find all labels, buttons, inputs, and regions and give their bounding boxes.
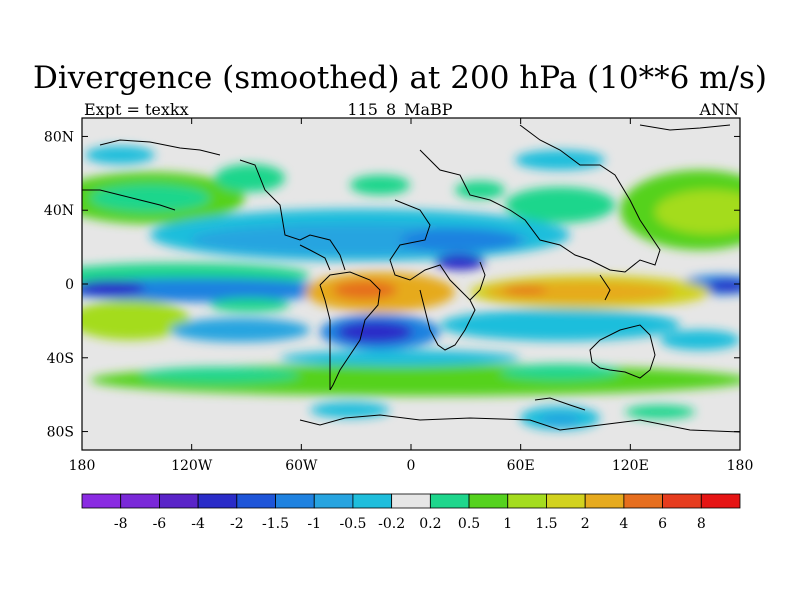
divergence-southern-track-west <box>140 367 300 383</box>
divergence-middle-east-spot <box>455 181 505 199</box>
coastline-central-america <box>299 244 331 271</box>
colorbar-swatch <box>584 493 625 509</box>
colorbar-swatch <box>468 493 509 509</box>
colorbar-swatch <box>120 493 160 509</box>
colorbar-swatch <box>507 493 547 509</box>
convergence-south-east-pacific <box>170 318 310 342</box>
colorbar-label: 0.5 <box>458 516 480 532</box>
divergence-equatorial-central-pacific <box>210 298 290 312</box>
coastline-antarctic-peninsula <box>534 397 586 411</box>
convergence-subtropical-core <box>400 228 520 252</box>
colorbar-swatch <box>391 493 431 509</box>
coastline-horn-of-africa <box>469 261 486 301</box>
colorbar-label: -2 <box>230 516 244 532</box>
convergence-south-indian <box>440 309 680 341</box>
x-tick-label: 180 <box>69 458 96 474</box>
y-tick-label: 40S <box>47 351 74 367</box>
colorbar-label: 6 <box>658 516 667 532</box>
colorbar-swatch <box>352 493 393 509</box>
divergence-field <box>82 146 740 430</box>
convergence-siberia <box>515 150 605 170</box>
colorbar-swatch <box>159 493 199 509</box>
y-tick-label: 0 <box>65 277 74 293</box>
experiment-label: Expt = texkx <box>84 100 189 119</box>
divergence-north-pacific-core <box>655 190 740 234</box>
convergence-south-atlantic-core <box>337 321 413 343</box>
x-tick-label: 60W <box>285 458 318 474</box>
divergence-north-atlantic-core <box>90 184 210 212</box>
colorbar-swatch <box>313 493 354 509</box>
divergence-southern-track-east <box>500 364 620 380</box>
coastline-arctic-canada <box>99 139 221 156</box>
x-tick-label: 60E <box>507 458 535 474</box>
x-tick-label: 180 <box>727 458 754 474</box>
divergence-ross <box>625 405 695 419</box>
convergence-core-dateline-west <box>82 280 145 296</box>
convergence-africa-core <box>435 254 485 270</box>
colorbar-swatch <box>546 493 586 509</box>
colorbar-label: -4 <box>191 516 205 532</box>
y-tick-label: 80S <box>47 425 74 441</box>
y-axis: 80N 40N 0 40S 80S <box>44 129 740 441</box>
divergence-indian-ocean-core <box>503 286 547 294</box>
x-tick-label: 120E <box>612 458 649 474</box>
colorbar-label: 1.5 <box>535 516 557 532</box>
colorbar-swatch <box>662 493 702 509</box>
convergence-antarctic-core <box>540 414 580 426</box>
colorbar-label: 4 <box>619 516 628 532</box>
coastline-africa-west <box>389 199 476 351</box>
colorbar-label: -8 <box>114 516 128 532</box>
colorbar-swatch <box>623 493 663 509</box>
coastline-south-america-east <box>319 271 381 391</box>
colorbar-label: -1.5 <box>262 516 289 532</box>
colorbar-swatch <box>236 493 276 509</box>
colorbar-swatch <box>429 493 470 509</box>
colorbar-label: 8 <box>697 516 706 532</box>
divergence-map <box>82 118 740 450</box>
colorbar: -8 -6 -4 -2 -1.5 -1 -0.5 -0.2 0.2 0.5 1 1.5 2 4 6 8 <box>81 493 741 532</box>
y-tick-label: 40N <box>44 203 74 219</box>
colorbar-label: 2 <box>581 516 590 532</box>
coastline-australia <box>589 324 656 379</box>
period-label: 115_8_MaBP <box>347 100 453 119</box>
x-tick-label: 0 <box>407 458 416 474</box>
coastline-antarctica <box>299 414 740 433</box>
colorbar-label: -1 <box>307 516 321 532</box>
colorbar-label: -0.5 <box>339 516 366 532</box>
divergence-greenland-spot <box>215 164 285 192</box>
colorbar-swatch <box>81 493 122 509</box>
convergence-core-dateline-east <box>708 280 740 292</box>
colorbar-label: -0.2 <box>378 516 405 532</box>
divergence-asia-band <box>505 187 615 223</box>
convergence-southern-subtropics <box>280 350 520 366</box>
colorbar-label: -6 <box>153 516 167 532</box>
divergence-south-america-core <box>333 281 397 299</box>
colorbar-swatch <box>275 493 315 509</box>
chart-title: Divergence (smoothed) at 200 hPa (10**6 … <box>33 60 767 96</box>
colorbar-label: 0.2 <box>419 516 441 532</box>
convergence-arctic-pacific <box>85 146 155 164</box>
divergence-north-africa-spot <box>350 175 410 195</box>
convergence-equatorial-east-pacific <box>82 278 340 302</box>
y-tick-label: 80N <box>44 129 74 145</box>
x-tick-label: 120W <box>171 458 213 474</box>
coastline-siberia-north <box>639 124 731 131</box>
coastline-alaska <box>82 189 176 211</box>
season-label: ANN <box>699 100 739 119</box>
coastline-south-america-west <box>319 284 331 390</box>
colorbar-swatch <box>197 493 238 509</box>
coastline-north-america <box>239 159 346 271</box>
convergence-south-west-pacific <box>660 330 740 350</box>
divergence-south-pacific <box>82 300 190 340</box>
coastlines <box>82 124 740 433</box>
convergence-weddell <box>310 402 390 418</box>
colorbar-label: 1 <box>503 516 512 532</box>
coastline-indonesia <box>599 274 611 301</box>
colorbar-swatch <box>700 493 741 509</box>
x-axis: 180 120W 60W 0 60E 120E 180 <box>69 118 754 474</box>
coastline-eurasia <box>419 124 661 273</box>
